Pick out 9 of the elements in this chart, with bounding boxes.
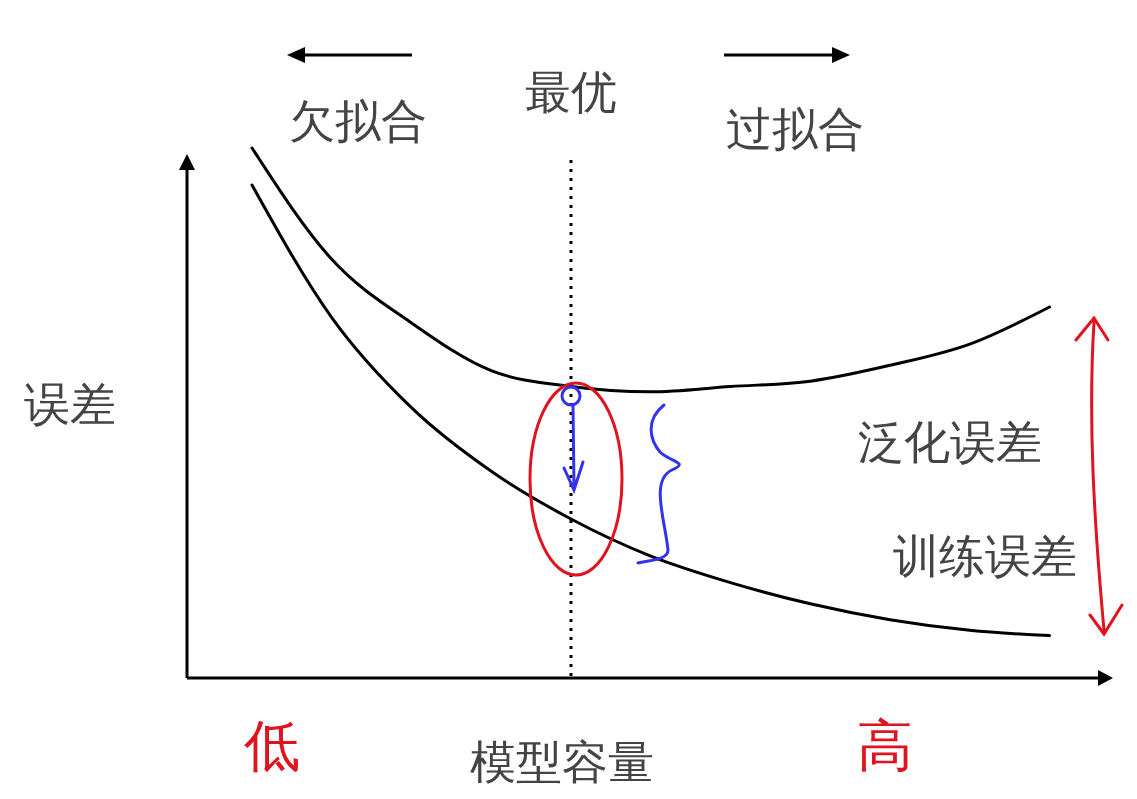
series-label: 训练误差	[893, 529, 1077, 583]
annotation: 过拟合	[726, 102, 864, 156]
y-axis-title: 误差	[24, 377, 116, 431]
annotation: 欠拟合	[289, 94, 427, 148]
text: 最优	[525, 65, 617, 119]
text: 低	[244, 713, 300, 778]
series-label: 泛化误差	[858, 415, 1042, 469]
x-axis-title: 模型容量	[470, 735, 654, 789]
text: 高	[857, 713, 913, 778]
